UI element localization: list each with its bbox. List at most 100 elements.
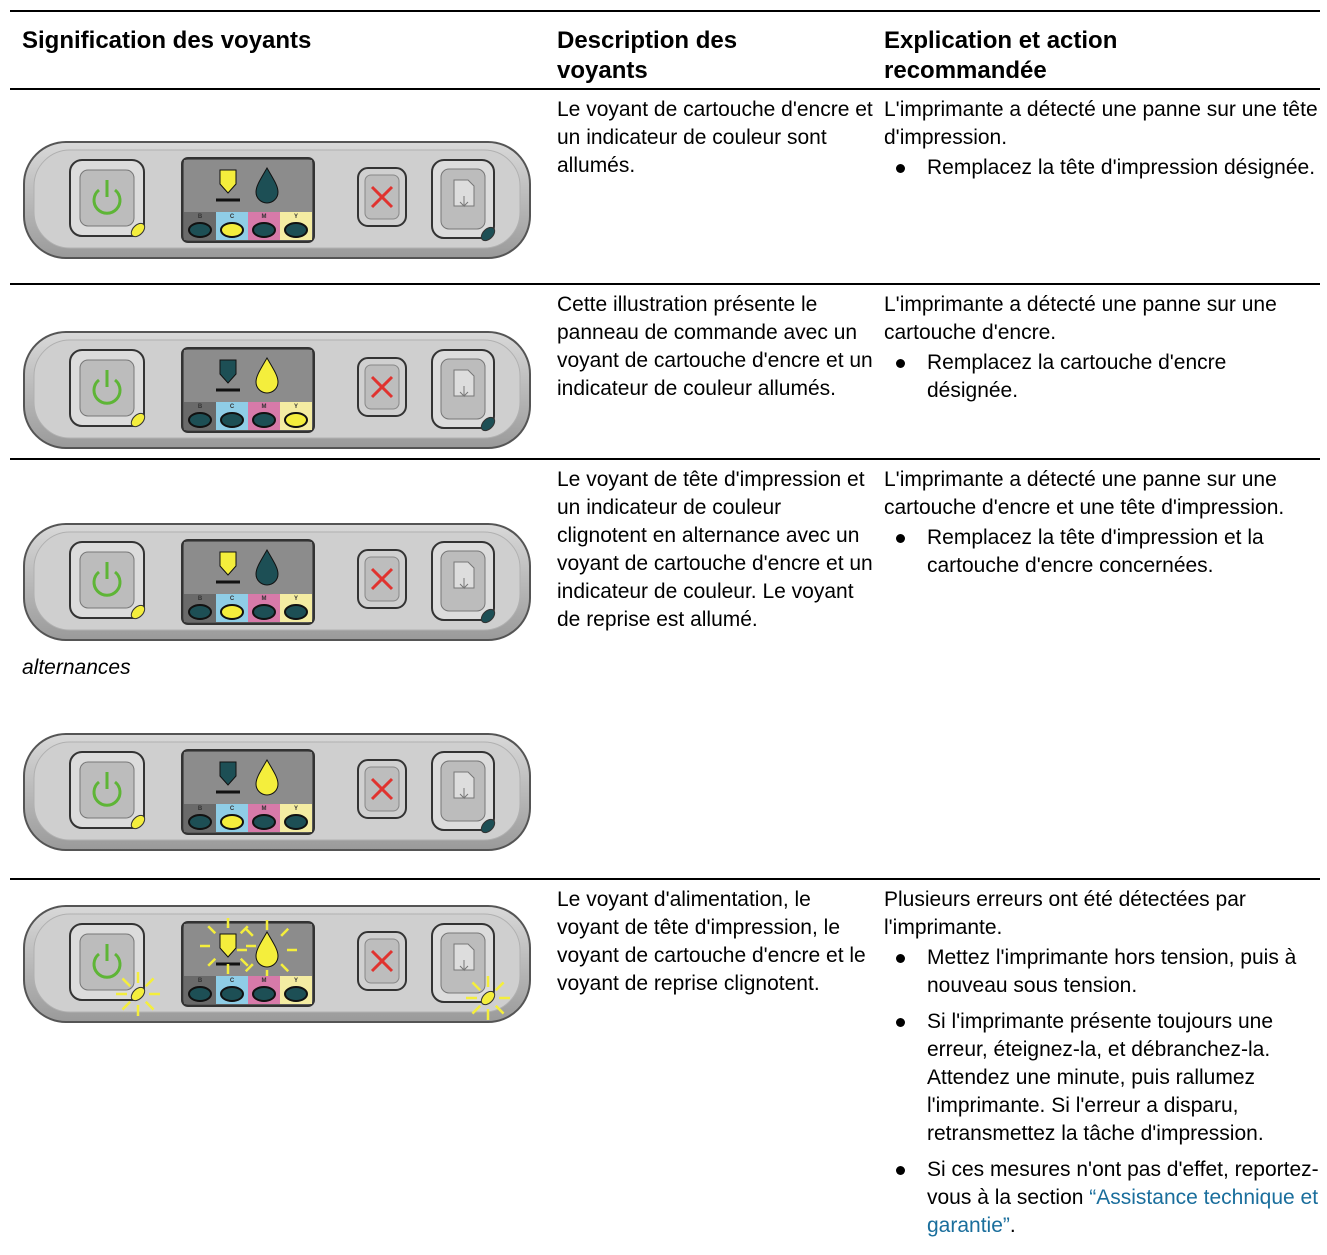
panel-label: Y [294,214,298,220]
panel-label: Y [294,596,298,602]
panel-shape [480,608,496,624]
panel-shape [480,226,496,242]
header-row: Signification des voyants Description de… [10,10,1320,90]
panel-shape [480,990,496,1006]
panel-label: C [230,978,235,984]
bullet [896,164,905,173]
panel-shape [219,551,237,576]
panel-shape [130,412,146,428]
action-item: Si ces mesures n'ont pas d'effet, report… [884,1156,1320,1240]
panel-shape [255,167,279,204]
caption: alternances [22,656,131,679]
panel-shape [284,222,308,238]
panel-shape [121,977,132,988]
explanation: L'imprimante a détecté une panne sur une… [884,98,1318,149]
panel-label: C [230,214,235,220]
panel-shape [188,814,212,830]
action-list: Mettez l'imprimante hors tension, puis à… [884,944,1320,1240]
panel-shape [188,222,212,238]
explanation: L'imprimante a détecté une panne sur une… [884,468,1285,519]
link[interactable]: “Assistance technique et garantie” [927,1186,1319,1237]
panel-shape [219,169,237,194]
description: Le voyant de cartouche d'encre et un ind… [557,98,873,177]
panel-shape [220,814,244,830]
panel-shape [92,378,122,405]
bullet [896,1018,905,1027]
bullet [896,1166,905,1175]
panel-shape [284,986,308,1002]
table-row: B C M Y Cette illustration présente le pann… [10,283,1320,460]
panel-shape [284,814,308,830]
panel-shape [207,925,217,935]
header-cell: Signification des voyants [22,27,312,54]
panel-shape [220,604,244,620]
panel-label: Y [294,978,298,984]
panel-label: Y [294,404,298,410]
description: Cette illustration présente le panneau d… [557,293,873,400]
panel-shape [459,196,469,208]
action-item: Remplacez la tête d'impression et la car… [884,524,1320,580]
panel-shape [92,570,122,597]
panel-shape [184,160,312,212]
panel-shape [459,960,469,972]
panel-shape [220,412,244,428]
panel-label: C [230,806,235,812]
panel-shape [284,412,308,428]
panel-shape [494,981,505,992]
panel-shape [130,222,146,238]
action-item: Remplacez la cartouche d'encre désignée. [884,349,1320,405]
panel-shape [219,761,237,786]
panel-shape [219,359,237,384]
panel-shape [239,925,249,935]
panel-shape [244,927,254,937]
panel-label: M [262,978,267,984]
panel-shape [184,752,312,804]
panel-shape [494,1004,505,1015]
description: Le voyant d'alimentation, le voyant de t… [557,888,866,995]
panel-shape [370,777,394,801]
panel-shape [453,771,475,799]
panel-shape [471,1004,482,1015]
panel-shape [92,780,122,807]
bullet [896,359,905,368]
panel-shape [130,604,146,620]
panel-shape [280,963,290,973]
panel-shape [239,957,249,967]
action-item: Si l'imprimante présente toujours une er… [884,1008,1320,1148]
panel-shape [184,542,312,594]
panel-shape [255,357,279,394]
header-cell: Description des voyants [557,27,738,84]
explanation-cell: L'imprimante a détecté une panne sur une… [884,285,1320,405]
panel-shape [480,818,496,834]
panel-label: M [262,214,267,220]
panel-shape [459,788,469,800]
panel-label: Y [294,806,298,812]
panel-shape [188,986,212,1002]
explanation-cell: Plusieurs erreurs ont été détectées par … [884,880,1320,1240]
panel-shape [144,977,155,988]
panel-shape [280,927,290,937]
panel-shape [130,986,146,1002]
panel-shape [244,963,254,973]
header-cell: Explication et action recommandée [884,27,1118,84]
panel-shape [453,179,475,207]
action-item: Mettez l'imprimante hors tension, puis à… [884,944,1320,1000]
explanation-cell: L'imprimante a détecté une panne sur une… [884,460,1320,580]
action-item: Remplacez la tête d'impression désignée. [884,154,1320,182]
panel-shape [184,350,312,402]
action-text: Si l'imprimante présente toujours une er… [927,1010,1274,1145]
panel-label: B [198,978,203,984]
panel-shape [255,549,279,586]
action-list: Remplacez la tête d'impression désignée. [884,154,1320,182]
panel-shape [207,957,217,967]
panel-shape [370,567,394,591]
panel-label: B [198,214,203,220]
panel-shape [92,952,122,979]
panel-label: B [198,596,203,602]
table-row: B C M Y alternances B C M Y Le voyant de tête … [10,458,1320,880]
panel-shape [252,412,276,428]
panel-shape [252,604,276,620]
